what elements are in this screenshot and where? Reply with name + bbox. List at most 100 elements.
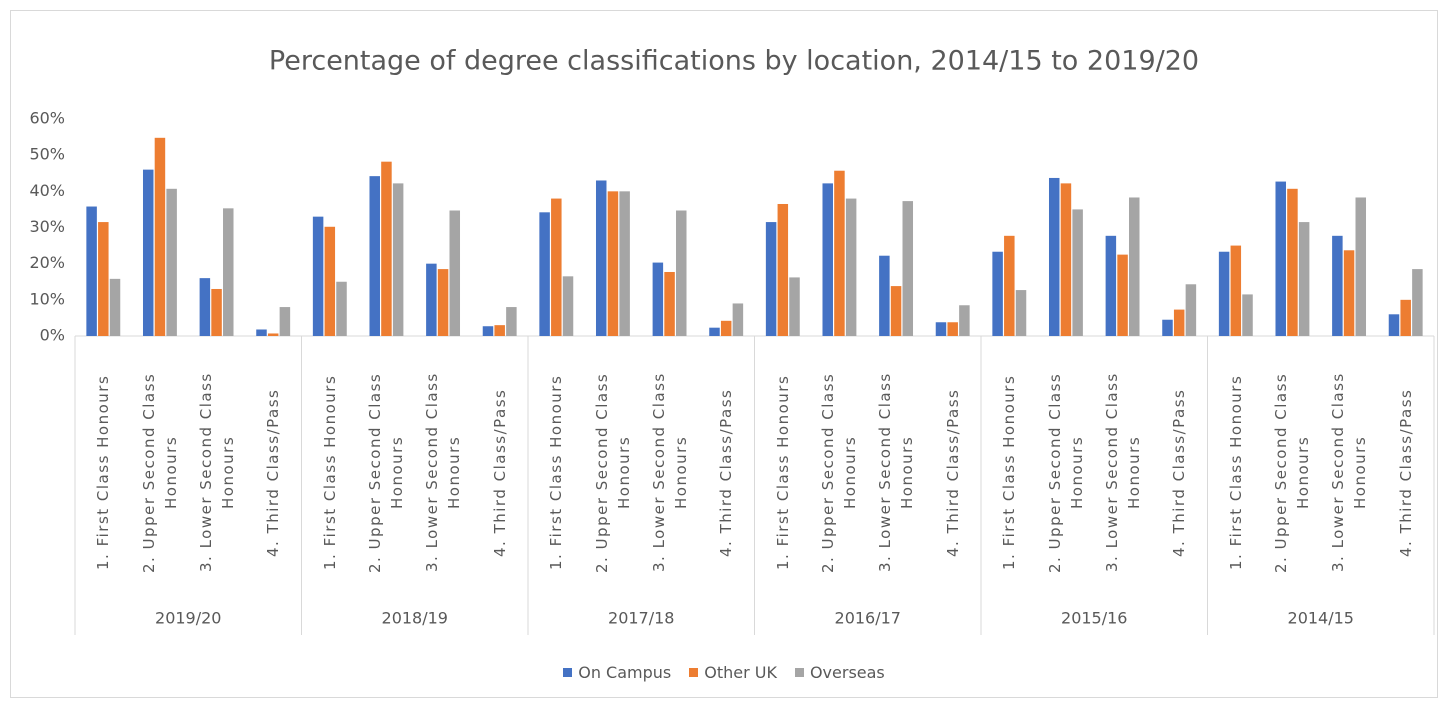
- legend-item: On Campus: [563, 663, 671, 682]
- x-tick-label: 4. Third Class/Pass: [943, 388, 962, 557]
- x-tick-label: 3. Lower Second Class Honours: [1102, 372, 1143, 573]
- x-tick-label: 4. Third Class/Pass: [1396, 388, 1415, 557]
- bar: [1388, 314, 1400, 336]
- bar: [1230, 245, 1242, 336]
- group-label: 2015/16: [1061, 609, 1127, 628]
- bar: [211, 288, 222, 336]
- bar: [449, 210, 461, 336]
- bar: [426, 263, 437, 336]
- bar: [1015, 290, 1027, 336]
- bar: [562, 276, 574, 336]
- bar: [437, 269, 449, 336]
- bar: [312, 216, 324, 336]
- y-tick-label: 10%: [29, 289, 65, 308]
- bar: [256, 329, 267, 336]
- bar: [166, 188, 177, 336]
- bar: [336, 281, 347, 336]
- bar: [890, 286, 902, 336]
- bar: [1298, 222, 1310, 336]
- legend-label: Overseas: [809, 663, 885, 682]
- bar: [777, 203, 789, 336]
- bar: [822, 183, 833, 336]
- x-tick-label: 1. First Class Honours: [547, 374, 566, 571]
- bar: [652, 262, 664, 336]
- legend: On Campus Other UK Overseas: [0, 663, 1448, 682]
- bar: [142, 169, 154, 336]
- x-tick-label: 4. Third Class/Pass: [1170, 388, 1189, 557]
- group-label: 2018/19: [382, 609, 448, 628]
- bar: [845, 198, 857, 336]
- x-tick-label: 4. Third Class/Pass: [264, 388, 283, 557]
- bar: [709, 327, 720, 336]
- bar: [1004, 235, 1015, 336]
- bar: [324, 226, 336, 336]
- bar: [947, 322, 958, 336]
- y-tick-label: 30%: [29, 217, 65, 236]
- x-tick-label: 3. Lower Second Class Honours: [1329, 372, 1370, 573]
- bar: [506, 307, 517, 336]
- bar: [1242, 294, 1253, 336]
- chart-title: Percentage of degree classifications by …: [269, 46, 1199, 77]
- bar: [551, 198, 562, 336]
- bar: [732, 303, 744, 336]
- legend-item: Overseas: [794, 663, 885, 682]
- bar: [789, 277, 800, 336]
- bar: [607, 191, 619, 336]
- bar: [1173, 309, 1185, 336]
- x-tick-label: 2. Upper Second Class Honours: [366, 372, 407, 573]
- bar: [1060, 183, 1072, 336]
- legend-item: Other UK: [689, 663, 777, 682]
- legend-swatch: [563, 668, 573, 677]
- bar: [902, 201, 914, 336]
- bar: [720, 320, 732, 336]
- bar: [267, 333, 279, 336]
- x-tick-label: 2. Upper Second Class Honours: [592, 372, 633, 573]
- bar: [98, 222, 109, 336]
- bar: [992, 251, 1003, 336]
- bar: [1400, 299, 1411, 336]
- bar: [154, 137, 166, 336]
- bar: [619, 191, 630, 336]
- y-tick-label: 50%: [29, 145, 65, 164]
- bar: [595, 180, 607, 336]
- bar: [109, 278, 121, 336]
- bar: [959, 305, 970, 336]
- x-tick-label: 3. Lower Second Class Honours: [196, 372, 237, 573]
- bar: [1048, 177, 1060, 336]
- bar: [664, 271, 675, 336]
- legend-swatch: [689, 668, 699, 677]
- bar: [381, 161, 392, 336]
- bar: [1129, 197, 1140, 336]
- x-tick-label: 2. Upper Second Class Honours: [139, 372, 180, 573]
- bar: [279, 307, 291, 336]
- bar: [1355, 197, 1367, 336]
- bar: [834, 170, 845, 336]
- bar: [935, 322, 947, 336]
- legend-label: Other UK: [704, 663, 777, 682]
- group-label: 2019/20: [155, 609, 221, 628]
- x-tick-label: 3. Lower Second Class Honours: [876, 372, 917, 573]
- x-tick-label: 1. First Class Honours: [94, 374, 113, 571]
- bar: [482, 326, 494, 336]
- x-tick-label: 4. Third Class/Pass: [717, 388, 736, 557]
- y-tick-label: 20%: [29, 253, 65, 272]
- bar: [392, 183, 404, 336]
- x-tick-label: 1. First Class Honours: [1226, 374, 1245, 571]
- legend-swatch: [794, 668, 804, 677]
- bar: [1185, 284, 1197, 336]
- group-label: 2014/15: [1288, 609, 1354, 628]
- x-tick-label: 1. First Class Honours: [773, 374, 792, 571]
- bar: [369, 176, 380, 336]
- y-tick-label: 40%: [29, 181, 65, 200]
- bar: [1287, 188, 1298, 336]
- group-label: 2016/17: [835, 609, 901, 628]
- y-tick-label: 60%: [29, 109, 65, 128]
- legend-label: On Campus: [578, 663, 672, 682]
- bar: [1117, 254, 1128, 336]
- x-tick-label: 3. Lower Second Class Honours: [423, 372, 464, 573]
- bar: [1332, 235, 1343, 336]
- y-tick-label: 0%: [40, 326, 65, 345]
- bar: [223, 208, 234, 336]
- bar: [765, 222, 777, 336]
- x-tick-label: 2. Upper Second Class Honours: [1272, 372, 1313, 573]
